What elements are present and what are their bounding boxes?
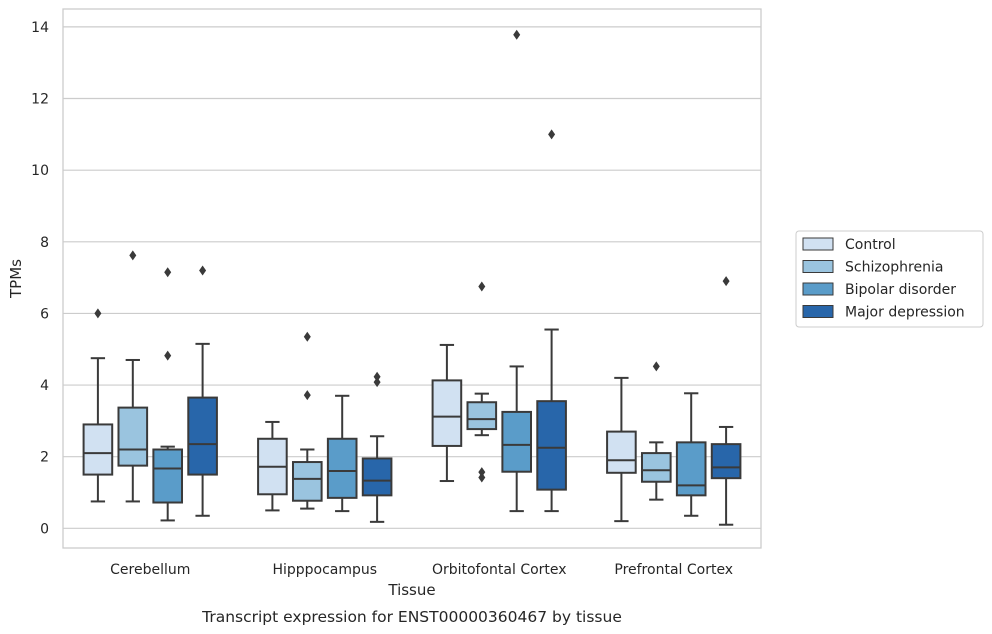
legend-frame xyxy=(795,230,984,328)
box-iqr xyxy=(675,441,707,497)
box-iqr xyxy=(536,400,567,491)
x-axis-title: Tissue xyxy=(387,581,435,599)
box-1-1 xyxy=(291,331,323,510)
box-2-3 xyxy=(536,129,567,513)
y-tick-label: 4 xyxy=(40,378,49,394)
legend-label: Major depression xyxy=(845,305,965,321)
outlier-point xyxy=(303,331,311,342)
box-3-2 xyxy=(675,392,707,517)
box-3-3 xyxy=(710,276,742,526)
outlier-point xyxy=(164,350,172,361)
outlier-point xyxy=(478,281,486,292)
outlier-point xyxy=(164,267,172,278)
chart-caption: Transcript expression for ENST0000036046… xyxy=(201,608,622,626)
x-tick-label: Prefrontal Cortex xyxy=(614,562,733,578)
outlier-point xyxy=(722,276,730,287)
legend-label: Schizophrenia xyxy=(845,260,943,276)
y-tick-label: 10 xyxy=(31,163,49,179)
outlier-point xyxy=(513,29,521,40)
box-iqr xyxy=(431,379,463,447)
box-iqr xyxy=(466,401,498,431)
box-iqr xyxy=(326,437,358,499)
box-1-2 xyxy=(326,394,358,513)
box-0-0 xyxy=(82,308,114,503)
box-iqr xyxy=(606,430,637,474)
y-tick-label: 2 xyxy=(40,450,49,466)
box-1-0 xyxy=(257,420,288,512)
outlier-point xyxy=(548,129,556,140)
y-axis-title: TPMs xyxy=(7,259,25,299)
legend-swatch xyxy=(802,282,834,296)
y-tick-label: 0 xyxy=(40,521,49,537)
box-3-1 xyxy=(640,361,672,501)
box-2-2 xyxy=(501,29,533,513)
outlier-point xyxy=(199,265,207,276)
box-iqr xyxy=(291,461,323,502)
box-iqr xyxy=(152,448,184,504)
legend-swatch xyxy=(802,237,834,251)
y-tick-label: 8 xyxy=(40,235,49,251)
outlier-point xyxy=(303,390,311,401)
box-2-0 xyxy=(431,343,463,483)
legend-swatch xyxy=(802,260,834,273)
box-0-3 xyxy=(187,265,218,517)
box-iqr xyxy=(361,457,393,497)
box-iqr xyxy=(501,410,533,473)
y-tick-label: 14 xyxy=(31,20,49,36)
y-tick-labels: 0 2 4 6 8 10 12 14 xyxy=(31,20,49,537)
box-iqr xyxy=(640,452,672,483)
legend-swatch xyxy=(802,305,834,318)
outlier-point xyxy=(373,377,381,388)
box-0-2 xyxy=(152,267,184,522)
box-0-1 xyxy=(117,250,149,503)
outlier-point xyxy=(478,467,486,478)
outlier-point xyxy=(94,308,102,319)
x-tick-labels: Cerebellum Hipppocampus Orbitofontal Corte… xyxy=(110,562,733,578)
x-tick-label: Orbitofontal Cortex xyxy=(432,562,567,578)
box-2-1 xyxy=(466,281,498,483)
box-iqr xyxy=(187,396,218,476)
y-tick-label: 12 xyxy=(31,92,49,108)
outlier-point xyxy=(652,361,660,372)
x-tick-label: Cerebellum xyxy=(110,562,190,578)
legend-label: Bipolar disorder xyxy=(845,282,956,298)
x-tick-label: Hipppocampus xyxy=(272,562,377,578)
box-3-0 xyxy=(606,376,637,523)
legend-label: Control xyxy=(845,237,896,253)
outlier-point xyxy=(373,371,381,382)
box-iqr xyxy=(82,423,114,476)
box-1-3 xyxy=(361,371,393,523)
y-tick-label: 6 xyxy=(40,306,49,322)
outlier-point xyxy=(129,250,137,261)
legend: Control Schizophrenia Bipolar disorder Majo… xyxy=(795,230,984,328)
outlier-point xyxy=(478,472,486,483)
box-iqr xyxy=(710,443,742,480)
box-iqr xyxy=(117,406,149,467)
box-groups xyxy=(82,29,742,526)
